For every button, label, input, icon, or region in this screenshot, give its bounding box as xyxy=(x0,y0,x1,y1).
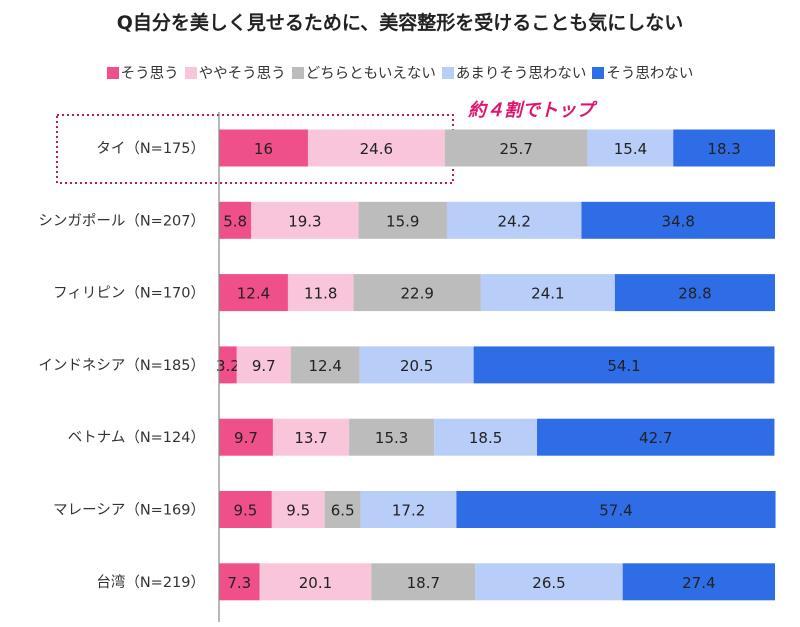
bar-segment xyxy=(473,346,775,384)
data-label: 24.6 xyxy=(360,140,393,158)
data-label: 20.5 xyxy=(400,357,433,375)
bar-segment xyxy=(219,563,260,601)
bar-segment xyxy=(587,129,674,167)
data-label: 25.7 xyxy=(499,140,532,158)
category-label: 台湾（N=219） xyxy=(96,574,205,591)
bar-segment xyxy=(272,418,350,456)
data-label: 17.2 xyxy=(392,502,425,520)
bar-segment xyxy=(219,201,252,239)
legend-label: どちらともいえない xyxy=(305,66,436,82)
data-label: 18.3 xyxy=(707,140,740,158)
data-label: 15.9 xyxy=(386,212,419,230)
data-label: 9.5 xyxy=(233,502,257,520)
bar-segment xyxy=(353,274,481,312)
legend: そう思う ややそう思う どちらともいえない あまりそう思わない そう思わない xyxy=(0,62,800,83)
category-label: インドネシア（N=185） xyxy=(38,357,205,374)
data-label: 11.8 xyxy=(304,285,337,303)
bar-segment xyxy=(219,129,308,167)
data-label: 5.8 xyxy=(223,212,247,230)
chart-title: Q自分を美しく見せるために、美容整形を受けることも気にしない xyxy=(116,12,684,34)
bar-segment xyxy=(349,418,435,456)
data-label: 3.2 xyxy=(216,357,240,375)
bar-segment xyxy=(236,346,291,384)
bar-segment xyxy=(371,563,476,601)
data-label: 26.5 xyxy=(532,574,565,592)
data-label: 12.4 xyxy=(308,357,341,375)
legend-swatch xyxy=(291,67,304,79)
category-label: シンガポール（N=207） xyxy=(38,212,205,229)
data-label: 9.5 xyxy=(286,502,310,520)
bar-segment xyxy=(456,491,776,528)
bar-segment xyxy=(307,129,445,167)
annotation-text: 約４割でトップ xyxy=(468,100,598,121)
data-label: 24.2 xyxy=(498,212,531,230)
legend-swatch xyxy=(592,67,605,79)
data-label: 27.4 xyxy=(682,574,715,592)
data-label: 13.7 xyxy=(294,429,327,447)
data-label: 12.4 xyxy=(237,285,270,303)
legend-label: あまりそう思わない xyxy=(455,66,587,82)
bar-segment xyxy=(287,274,354,312)
category-label: タイ（N=175） xyxy=(96,140,205,157)
data-label: 9.7 xyxy=(234,429,258,447)
bar-segment xyxy=(219,418,273,456)
category-label: ベトナム（N=124） xyxy=(68,429,205,446)
data-label: 34.8 xyxy=(662,212,695,230)
data-label: 7.3 xyxy=(227,574,251,592)
bar-segment xyxy=(434,418,538,456)
bar-segment xyxy=(360,491,457,528)
legend-swatch xyxy=(106,67,119,79)
data-label: 54.1 xyxy=(607,357,640,375)
data-label: 57.4 xyxy=(599,502,632,520)
legend-label: ややそう思う xyxy=(198,66,286,82)
legend-swatch xyxy=(184,67,197,79)
data-label: 18.7 xyxy=(407,574,440,592)
bar-segment xyxy=(251,201,359,239)
bar-segment xyxy=(259,563,372,601)
data-label: 24.1 xyxy=(531,285,564,303)
bar-segment xyxy=(324,491,361,528)
bar-segment xyxy=(446,201,582,239)
data-label: 16 xyxy=(254,140,273,158)
legend-item: どちらともいえない xyxy=(291,62,436,83)
bar-segment xyxy=(359,346,474,384)
data-label: 9.7 xyxy=(252,357,276,375)
data-label: 22.9 xyxy=(401,285,434,303)
category-label: フィリピン（N=170） xyxy=(53,285,205,302)
bar-segment xyxy=(219,274,288,312)
bar-segment xyxy=(537,418,775,456)
data-label: 19.3 xyxy=(288,212,321,230)
data-label: 28.8 xyxy=(678,285,711,303)
bar-segment xyxy=(271,491,325,528)
data-label: 15.4 xyxy=(614,140,647,158)
bar-segment xyxy=(219,346,237,384)
bar-segment xyxy=(444,129,588,167)
legend-swatch xyxy=(441,67,454,79)
data-label: 6.5 xyxy=(331,502,355,520)
legend-item: そう思わない xyxy=(592,62,693,83)
data-label: 15.3 xyxy=(375,429,408,447)
bar-segment xyxy=(290,346,360,384)
data-label: 20.1 xyxy=(299,574,332,592)
bar-segment xyxy=(480,274,615,312)
legend-label: そう思わない xyxy=(606,66,694,82)
bar-segment xyxy=(358,201,447,239)
bar-segment xyxy=(581,201,775,239)
legend-item: あまりそう思わない xyxy=(441,62,587,83)
bar-segment xyxy=(673,129,775,167)
data-label: 18.5 xyxy=(469,429,502,447)
category-label: マレーシア（N=169） xyxy=(53,502,205,519)
legend-item: ややそう思う xyxy=(184,62,286,83)
bar-segment xyxy=(475,563,623,601)
data-label: 42.7 xyxy=(639,429,672,447)
bar-segment xyxy=(614,274,775,312)
bar-segment xyxy=(622,563,775,601)
legend-item: そう思う xyxy=(106,62,179,83)
bar-segment xyxy=(219,491,272,528)
legend-label: そう思う xyxy=(120,66,179,82)
